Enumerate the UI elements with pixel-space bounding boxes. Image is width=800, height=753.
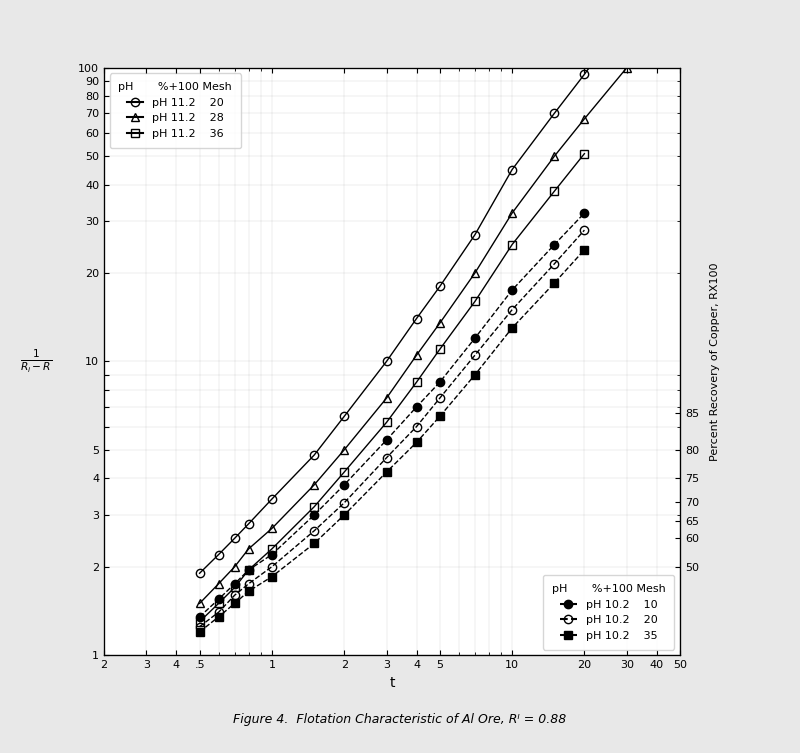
- Legend: pH 10.2    10, pH 10.2    20, pH 10.2    35: pH 10.2 10, pH 10.2 20, pH 10.2 35: [543, 575, 674, 650]
- Y-axis label: $\frac{1}{R_i - R}$: $\frac{1}{R_i - R}$: [20, 348, 53, 375]
- Y-axis label: Percent Recovery of Copper, RX100: Percent Recovery of Copper, RX100: [710, 262, 720, 461]
- X-axis label: t: t: [390, 675, 394, 690]
- Text: Figure 4.  Flotation Characteristic of Al Ore, Rᴵ = 0.88: Figure 4. Flotation Characteristic of Al…: [234, 713, 566, 726]
